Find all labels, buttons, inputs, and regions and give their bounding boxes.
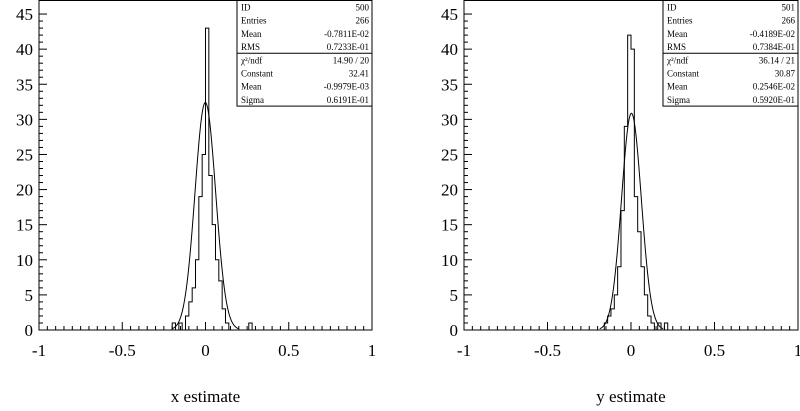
x-tick-label: 0: [627, 341, 636, 360]
stat-label: Mean: [241, 82, 262, 92]
stat-label: Entries: [241, 16, 267, 26]
stat-label: ID: [241, 3, 251, 13]
stat-label: Mean: [667, 29, 688, 39]
y-tick-label: 30: [441, 110, 458, 129]
y-tick-label: 20: [441, 181, 458, 200]
histogram-bars: [39, 27, 372, 331]
stat-value: 0.6191E-01: [327, 95, 369, 105]
x-axis-title: y estimate: [596, 387, 665, 406]
x-tick-label: 1: [794, 341, 800, 360]
panel-1: 0 5 10 15 20 25 30 35 40 45 -1 -0.5 0 0.5 1 x estimate I…: [16, 0, 377, 406]
y-tick-label: 10: [441, 251, 458, 270]
y-tick-label: 40: [16, 40, 33, 59]
stat-value: 0.7233E-01: [327, 42, 369, 52]
stats-box: ID 501 Entries 266 Mean -0.4189E-02 RMS 0.7384E…: [662, 0, 799, 107]
stat-value: 501: [782, 3, 796, 13]
y-tick-label: 40: [441, 40, 458, 59]
stat-label: Sigma: [241, 95, 264, 105]
stat-value: 32.41: [349, 69, 369, 79]
stat-value: 0.7384E-01: [753, 42, 795, 52]
stat-label: ID: [667, 3, 677, 13]
stat-value: 0.2546E-02: [753, 82, 795, 92]
stat-label: χ²/ndf: [240, 55, 262, 65]
stat-label: Entries: [667, 16, 693, 26]
y-tick-label: 15: [16, 216, 33, 235]
stat-value: -0.7811E-02: [324, 29, 369, 39]
stat-label: Sigma: [667, 95, 690, 105]
stat-label: Constant: [667, 69, 700, 79]
histogram-bars: [464, 34, 798, 331]
stat-label: RMS: [667, 42, 686, 52]
y-tick-label: 25: [16, 145, 33, 164]
stat-value: -0.9979E-03: [324, 82, 370, 92]
y-tick-label: 35: [441, 75, 458, 94]
stat-label: RMS: [241, 42, 260, 52]
stat-label: Mean: [667, 82, 688, 92]
y-tick-label: 5: [450, 286, 459, 305]
stat-value: -0.4189E-02: [750, 29, 795, 39]
stat-label: Constant: [241, 69, 274, 79]
y-tick-label: 30: [16, 110, 33, 129]
stat-value: 14.90 / 20: [333, 55, 370, 65]
stat-value: 30.87: [775, 69, 796, 79]
x-tick-label: 1: [368, 341, 377, 360]
gaussian-fit-curve: [599, 112, 664, 330]
y-tick-label: 35: [16, 75, 33, 94]
stat-value: 266: [356, 16, 370, 26]
y-tick-label: 5: [25, 286, 34, 305]
x-tick-label: -0.5: [109, 341, 136, 360]
y-tick-label: 0: [450, 321, 459, 340]
y-tick-label: 45: [441, 5, 458, 24]
y-tick-label: 0: [25, 321, 34, 340]
stat-value: 36.14 / 21: [759, 55, 795, 65]
y-tick-label: 10: [16, 251, 33, 270]
y-tick-label: 45: [16, 5, 33, 24]
stat-value: 500: [356, 3, 370, 13]
stat-value: 0.5920E-01: [753, 95, 795, 105]
x-tick-label: 0: [201, 341, 210, 360]
x-tick-label: -0.5: [534, 341, 561, 360]
gaussian-fit-curve: [172, 101, 239, 330]
x-tick-label: -1: [457, 341, 471, 360]
x-tick-label: 0.5: [278, 341, 299, 360]
x-tick-label: 0.5: [704, 341, 725, 360]
x-axis-title: x estimate: [171, 387, 240, 406]
y-tick-label: 20: [16, 181, 33, 200]
y-tick-label: 25: [441, 145, 458, 164]
stat-value: 266: [782, 16, 796, 26]
stat-label: Mean: [241, 29, 262, 39]
stats-box: ID 500 Entries 266 Mean -0.7811E-02 RMS 0.7233E…: [236, 0, 373, 107]
x-tick-label: -1: [32, 341, 46, 360]
stat-label: χ²/ndf: [666, 55, 688, 65]
panel-2: 0 5 10 15 20 25 30 35 40 45 -1 -0.5 0 0.5 1 y estimate I…: [441, 0, 800, 406]
y-tick-label: 15: [441, 216, 458, 235]
